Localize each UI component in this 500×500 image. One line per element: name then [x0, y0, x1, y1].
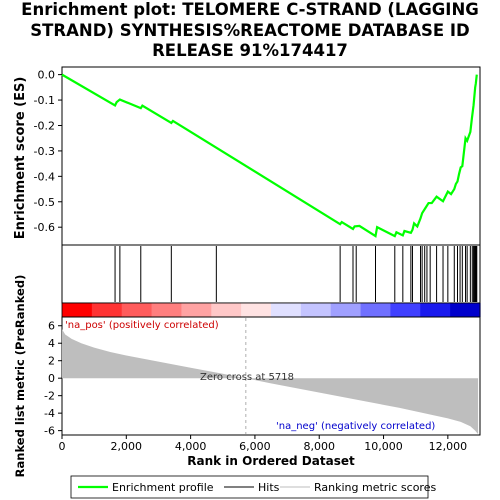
hits-plot-frame [61, 244, 481, 304]
color-bar-segment [211, 303, 242, 317]
x-tick-label: 8,000 [303, 440, 335, 453]
color-bar-segment [300, 303, 332, 317]
es-y-tick-label: -0.6 [34, 221, 55, 234]
metric-x-axis: 0 2,000 4,000 6,000 8,000 10,000 12,000 [59, 435, 468, 453]
x-tick-label: 12,000 [429, 440, 468, 453]
color-bar-segment [330, 303, 362, 317]
positive-correlation-label: 'na_pos' (positively correlated) [65, 320, 219, 331]
es-y-tick-label: -0.2 [34, 119, 55, 132]
x-tick-label: 6,000 [239, 440, 271, 453]
hit-markers [114, 246, 478, 302]
enrichment-profile-line [61, 73, 478, 238]
metric-y-tick-label: -2 [44, 390, 55, 403]
color-bar-segment [271, 303, 302, 317]
metric-y-tick-label: 4 [48, 337, 55, 350]
color-bar-segment [151, 303, 183, 317]
hits-panel [61, 244, 481, 304]
ranking-color-bar [61, 302, 481, 318]
metric-y-tick-label: 2 [48, 355, 55, 368]
es-y-tick-label: -0.5 [34, 196, 55, 209]
x-tick-label: 0 [59, 440, 66, 453]
color-bar-segment [360, 303, 392, 317]
x-tick-label: 4,000 [175, 440, 207, 453]
metric-y-tick-label: 6 [48, 320, 55, 333]
metric-y-axis-label: Ranked list metric (PreRanked) [13, 275, 27, 478]
color-bar-segment [390, 303, 421, 317]
color-bar-segment [181, 303, 212, 317]
es-y-tick-label: -0.1 [34, 94, 55, 107]
es-y-tick-label: 0.0 [38, 69, 56, 82]
color-bar-segment [62, 303, 93, 317]
es-y-axis-label: Enrichment score (ES) [13, 77, 28, 240]
metric-y-tick-label: 0 [48, 372, 55, 385]
metric-y-tick-label: -4 [44, 407, 55, 420]
ranking-metric-area [62, 329, 479, 435]
negative-correlation-label: 'na_neg' (negatively correlated) [276, 421, 435, 432]
color-bar-segment [91, 303, 123, 317]
color-bar-segment [121, 303, 153, 317]
es-plot-frame [61, 66, 481, 246]
x-tick-label: 2,000 [111, 440, 143, 453]
color-bar-segment [241, 303, 272, 317]
title-line: RELEASE 91%174417 [152, 41, 348, 60]
metric-x-axis-label: Rank in Ordered Dataset [187, 454, 355, 468]
title-line: STRAND) SYNTHESIS%REACTOME DATABASE ID [30, 20, 470, 40]
chart-title: Enrichment plot: TELOMERE C-STRAND (LAGG… [0, 0, 500, 62]
legend-label-metric: Ranking metric scores [314, 481, 436, 494]
x-tick-label: 10,000 [364, 440, 403, 453]
legend-label-enrichment: Enrichment profile [112, 481, 214, 494]
es-y-axis: 0.0 -0.1 -0.2 -0.3 -0.4 -0.5 -0.6 [34, 69, 62, 234]
color-bar-segment [450, 303, 481, 317]
metric-y-axis: 6 4 2 0 -2 -4 -6 [44, 320, 62, 438]
chart-legend: Enrichment profile Hits Ranking metric s… [70, 475, 436, 499]
ranked-metric-panel: 6 4 2 0 -2 -4 -6 0 2,000 4,000 6,000 8,000 10,000 12… [13, 275, 481, 478]
metric-y-tick-label: -6 [44, 425, 55, 438]
legend-label-hits: Hits [258, 481, 280, 494]
title-line: Enrichment plot: TELOMERE C-STRAND (LAGG… [21, 0, 479, 19]
enrichment-score-panel: 0.0 -0.1 -0.2 -0.3 -0.4 -0.5 -0.6 Enrichment s… [13, 66, 481, 246]
es-y-tick-label: -0.4 [34, 170, 55, 183]
es-y-tick-label: -0.3 [34, 145, 55, 158]
zero-cross-label: Zero cross at 5718 [200, 372, 294, 383]
color-bar-segment [420, 303, 451, 317]
